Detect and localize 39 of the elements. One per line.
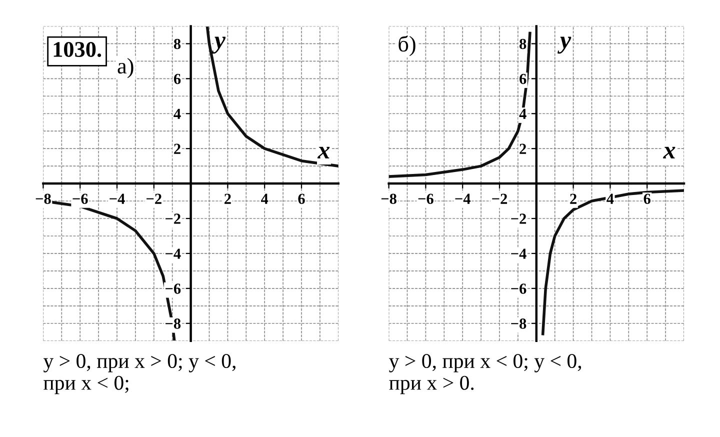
- x-tick-label: −6: [418, 194, 434, 204]
- y-tick-label: −6: [511, 284, 526, 294]
- text: y > 0, при x > 0; y < 0, при x < 0;: [43, 354, 236, 394]
- y-tick-label: −4: [511, 248, 526, 259]
- x-tick-label: 4: [260, 194, 268, 204]
- chart-title: б): [398, 35, 416, 56]
- y-tick-label: −8: [166, 318, 181, 329]
- y-axis-title: y: [558, 36, 572, 54]
- x-tick-label: 4: [606, 194, 614, 204]
- y-tick-label: 8: [520, 38, 526, 50]
- x-tick-label: 6: [298, 194, 305, 204]
- y-tick-label: −8: [511, 318, 526, 329]
- x-axis-title: x: [663, 146, 676, 158]
- x-tick-label: −8: [36, 194, 51, 204]
- y-axis-title: y: [212, 36, 226, 54]
- y-tick-label: 6: [174, 74, 181, 84]
- y-tick-label: 4: [519, 108, 526, 119]
- y-tick-label: −6: [166, 284, 181, 294]
- x-tick-label: −2: [492, 194, 508, 204]
- x-tick-label: −4: [455, 194, 470, 204]
- x-tick-label: 2: [570, 194, 576, 204]
- y-tick-label: 8: [174, 38, 181, 50]
- x-tick-label: −6: [72, 194, 88, 204]
- x-tick-label: 6: [644, 194, 650, 204]
- text: а): [118, 58, 134, 78]
- y-tick-label: −2: [511, 214, 526, 224]
- y-tick-label: 6: [520, 74, 526, 84]
- y-tick-label: −4: [166, 248, 181, 259]
- y-tick-label: 2: [174, 144, 180, 154]
- text: y > 0, при x < 0; y < 0, при x > 0.: [389, 354, 582, 394]
- x-tick-label: −2: [146, 194, 162, 204]
- x-axis-title: x: [317, 146, 330, 158]
- annotation: 1030.: [54, 42, 102, 58]
- y-tick-label: 4: [174, 108, 181, 119]
- y-tick-label: −2: [166, 214, 180, 224]
- y-tick-label: 2: [520, 144, 526, 154]
- x-tick-label: −4: [110, 194, 125, 204]
- x-tick-label: 2: [224, 194, 231, 204]
- x-tick-label: −8: [381, 194, 396, 204]
